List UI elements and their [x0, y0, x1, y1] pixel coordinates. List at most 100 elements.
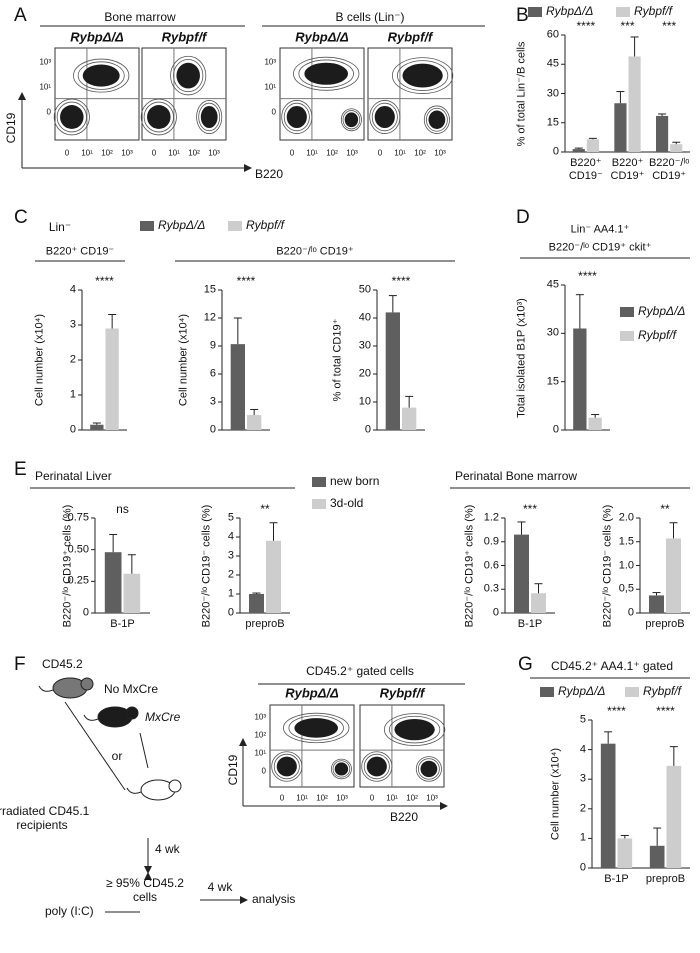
y-axis-label: Total isolated B1P (x10³)	[515, 297, 528, 418]
bar	[649, 595, 664, 613]
flow-x-tick: 10¹	[394, 148, 406, 158]
group-title: Bone marrow	[104, 10, 176, 25]
contour	[388, 715, 441, 744]
y-axis-label: % of total CD19⁺	[331, 318, 344, 402]
population	[366, 756, 387, 777]
y-axis-label: B220⁻/ˡᵒ CD19⁻ cells (%)	[601, 504, 614, 627]
y-axis-label: % of total Lin⁻/B cells	[515, 41, 528, 146]
y-tick-label: 3	[579, 772, 586, 785]
contour	[56, 101, 87, 133]
error-bar	[672, 141, 681, 145]
population	[420, 760, 438, 778]
y-tick-label: 50	[358, 283, 371, 296]
bar	[656, 115, 669, 152]
panel-letter: G	[518, 654, 533, 676]
diagram-text: CD45.2	[42, 657, 83, 672]
error-bar	[669, 522, 678, 539]
error-bar	[630, 36, 639, 57]
contour	[391, 57, 454, 94]
contour	[283, 102, 310, 132]
legend-label: RybpΔ/Δ	[546, 4, 594, 19]
population	[200, 105, 218, 129]
x-tick-label: B-1P	[110, 618, 135, 630]
significance: ****	[578, 269, 597, 284]
flow-x-tick: 10¹	[386, 793, 398, 803]
population	[176, 62, 200, 89]
legend-swatch	[140, 221, 154, 231]
group-title: Perinatal Liver	[35, 469, 112, 484]
error-bar	[616, 91, 625, 104]
flow-y-tick: 10¹	[264, 82, 276, 92]
y-tick-label: 1.0	[618, 559, 634, 572]
contour	[196, 100, 223, 134]
panel-letter: D	[516, 207, 530, 229]
flow-x-tick: 0	[377, 148, 383, 158]
mouse-tail	[126, 787, 142, 794]
y-tick-label: 15	[546, 116, 559, 129]
population	[60, 105, 84, 129]
mouse-head	[168, 779, 182, 793]
genotype-label: Rybpf/f	[161, 29, 207, 45]
y-tick-label: 0.50	[67, 543, 89, 556]
flow-x-tick: 10¹	[168, 148, 180, 158]
y-tick-label: 0.6	[483, 559, 499, 572]
bar	[670, 144, 683, 152]
flow-y-tick: 10³	[264, 57, 276, 67]
y-tick-label: 15	[546, 375, 559, 388]
bar	[586, 139, 599, 152]
contour	[363, 753, 390, 780]
bar	[402, 407, 417, 430]
legend-label: new born	[330, 474, 380, 489]
significance: **	[260, 502, 270, 517]
legend-swatch	[620, 331, 634, 341]
contour	[283, 712, 350, 744]
significance: ***	[662, 19, 677, 34]
legend-swatch	[616, 7, 630, 17]
contour	[140, 98, 177, 136]
contour	[288, 715, 344, 741]
population	[286, 105, 307, 129]
y-tick-label: 9	[209, 339, 216, 352]
flow-y-tick: 10¹	[39, 82, 51, 92]
bar	[105, 328, 119, 430]
significance: ****	[656, 704, 675, 719]
diagram-text: 4 wk	[155, 842, 180, 857]
y-tick-label: 0	[552, 423, 559, 436]
error-bar	[652, 592, 661, 596]
bar	[572, 149, 585, 152]
contour	[273, 753, 300, 780]
arrow-head	[239, 738, 247, 746]
mouse-head	[80, 677, 94, 691]
y-tick-label: 0,5	[618, 582, 634, 595]
axis-label: B220	[255, 167, 284, 182]
genotype-label: Rybpf/f	[387, 29, 433, 45]
x-tick-label: B-1P	[517, 618, 543, 630]
diagram-text: MxCre	[145, 710, 181, 725]
contour	[332, 760, 351, 778]
bar	[614, 103, 627, 152]
contour	[77, 61, 125, 90]
y-tick-label: 1.2	[483, 511, 499, 524]
diagram-text: No MxCre	[104, 682, 159, 697]
y-axis-label: Cell number (x10⁴)	[177, 313, 190, 407]
arrow-head	[244, 164, 252, 172]
x-tick-label: preproB	[245, 618, 285, 630]
bar	[617, 838, 633, 868]
y-tick-label: 0.75	[67, 511, 89, 524]
error-bar	[517, 521, 526, 535]
contour	[293, 56, 360, 91]
x-tick-label: B220⁺ CD19⁻	[568, 157, 603, 182]
bar	[230, 344, 245, 430]
y-tick-label: 45	[546, 57, 559, 70]
y-tick-label: 30	[546, 327, 559, 340]
population	[394, 718, 435, 741]
contour	[371, 102, 398, 132]
bar	[514, 534, 529, 613]
error-bar	[252, 592, 261, 594]
error-bar	[269, 522, 278, 541]
error-bar	[92, 422, 101, 425]
legend-label: Rybpf/f	[246, 218, 285, 233]
y-axis-label: Cell number (x10⁴)	[549, 747, 562, 841]
legend-swatch	[312, 477, 326, 487]
